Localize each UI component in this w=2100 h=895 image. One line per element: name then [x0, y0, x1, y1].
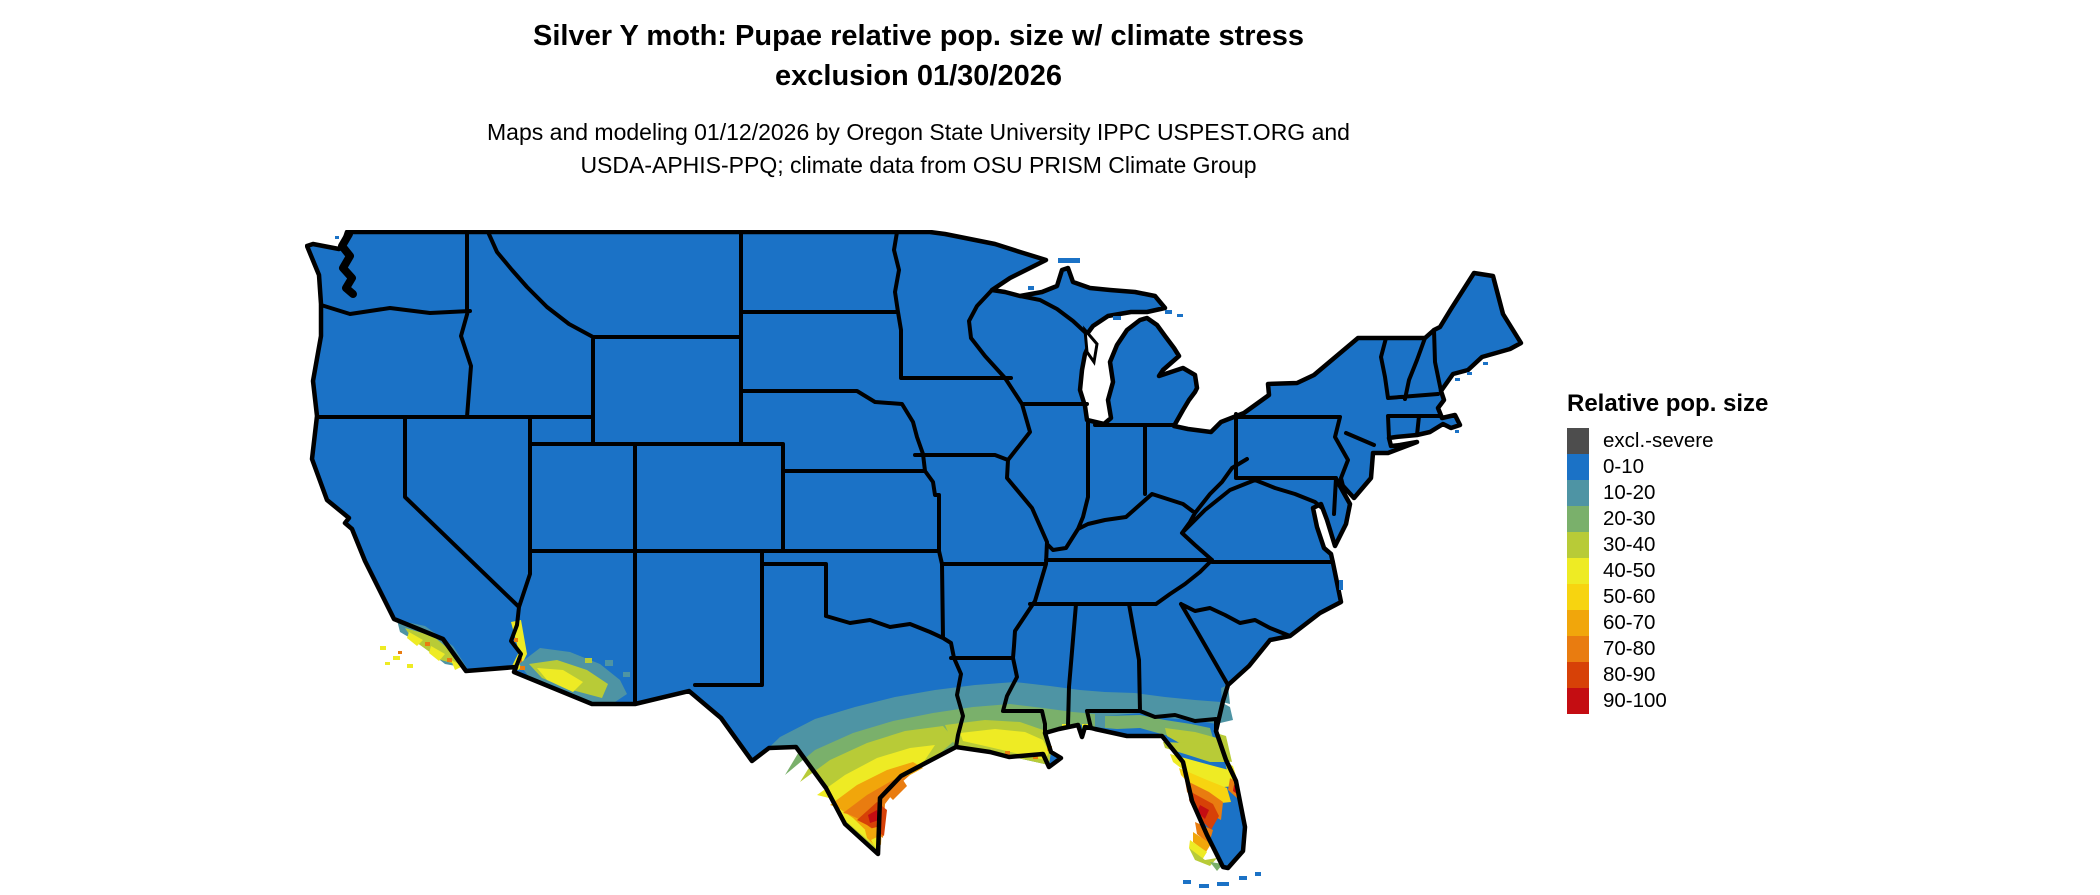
legend-swatch	[1567, 558, 1589, 584]
us-map-svg	[304, 229, 1524, 888]
legend-swatch	[1567, 584, 1589, 610]
green-bay	[1083, 325, 1099, 366]
coastline	[304, 229, 1524, 871]
legend-item: 10-20	[1567, 480, 1867, 506]
legend-swatch	[1567, 506, 1589, 532]
legend-label: 10-20	[1603, 481, 1656, 504]
legend-item: 80-90	[1567, 662, 1867, 688]
legend-swatch	[1567, 532, 1589, 558]
heat-southern-california	[380, 620, 467, 670]
legend-label: 40-50	[1603, 559, 1656, 582]
legend-item: 0-10	[1567, 454, 1867, 480]
legend-label: 90-100	[1603, 689, 1667, 712]
legend-item: excl.-severe	[1567, 428, 1867, 454]
legend-item: 90-100	[1567, 688, 1867, 714]
legend-rows: excl.-severe 0-10 10-20 20-30 30-40 40-50 50-6…	[1567, 428, 1867, 714]
offshore-specks	[335, 236, 1488, 590]
legend-item: 20-30	[1567, 506, 1867, 532]
legend-label: 20-30	[1603, 507, 1656, 530]
legend-label: 60-70	[1603, 611, 1656, 634]
puget-sound	[338, 230, 357, 298]
legend-label: 70-80	[1603, 637, 1656, 660]
legend-title: Relative pop. size	[1567, 390, 1769, 417]
map-attribution: Maps and modeling 01/12/2026 by Oregon S…	[0, 116, 1837, 182]
page-title: Silver Y moth: Pupae relative pop. size …	[0, 16, 1837, 96]
legend-swatch	[1567, 428, 1589, 454]
florida-keys	[1183, 872, 1261, 888]
legend-label: 0-10	[1603, 455, 1645, 478]
legend: Relative pop. size excl.-severe 0-10 10-20…	[1567, 390, 1867, 714]
legend-swatch	[1567, 662, 1589, 688]
legend-item: 40-50	[1567, 558, 1867, 584]
legend-item: 50-60	[1567, 584, 1867, 610]
legend-label: excl.-severe	[1603, 429, 1714, 452]
legend-item: 60-70	[1567, 610, 1867, 636]
legend-swatch	[1567, 610, 1589, 636]
subtitle-line-1: Maps and modeling 01/12/2026 by Oregon S…	[487, 119, 1350, 145]
legend-swatch	[1567, 480, 1589, 506]
subtitle-line-2: USDA-APHIS-PPQ; climate data from OSU PR…	[580, 152, 1257, 178]
us-map	[304, 229, 1525, 890]
legend-label: 30-40	[1603, 533, 1656, 556]
legend-label: 80-90	[1603, 663, 1656, 686]
state-borders	[315, 230, 1443, 749]
heat-florida	[1163, 733, 1238, 871]
legend-item: 70-80	[1567, 636, 1867, 662]
legend-swatch	[1567, 688, 1589, 714]
legend-label: 50-60	[1603, 585, 1656, 608]
title-line-2: exclusion 01/30/2026	[775, 60, 1062, 92]
legend-swatch	[1567, 636, 1589, 662]
title-line-1: Silver Y moth: Pupae relative pop. size …	[533, 20, 1304, 52]
legend-item: 30-40	[1567, 532, 1867, 558]
legend-swatch	[1567, 454, 1589, 480]
